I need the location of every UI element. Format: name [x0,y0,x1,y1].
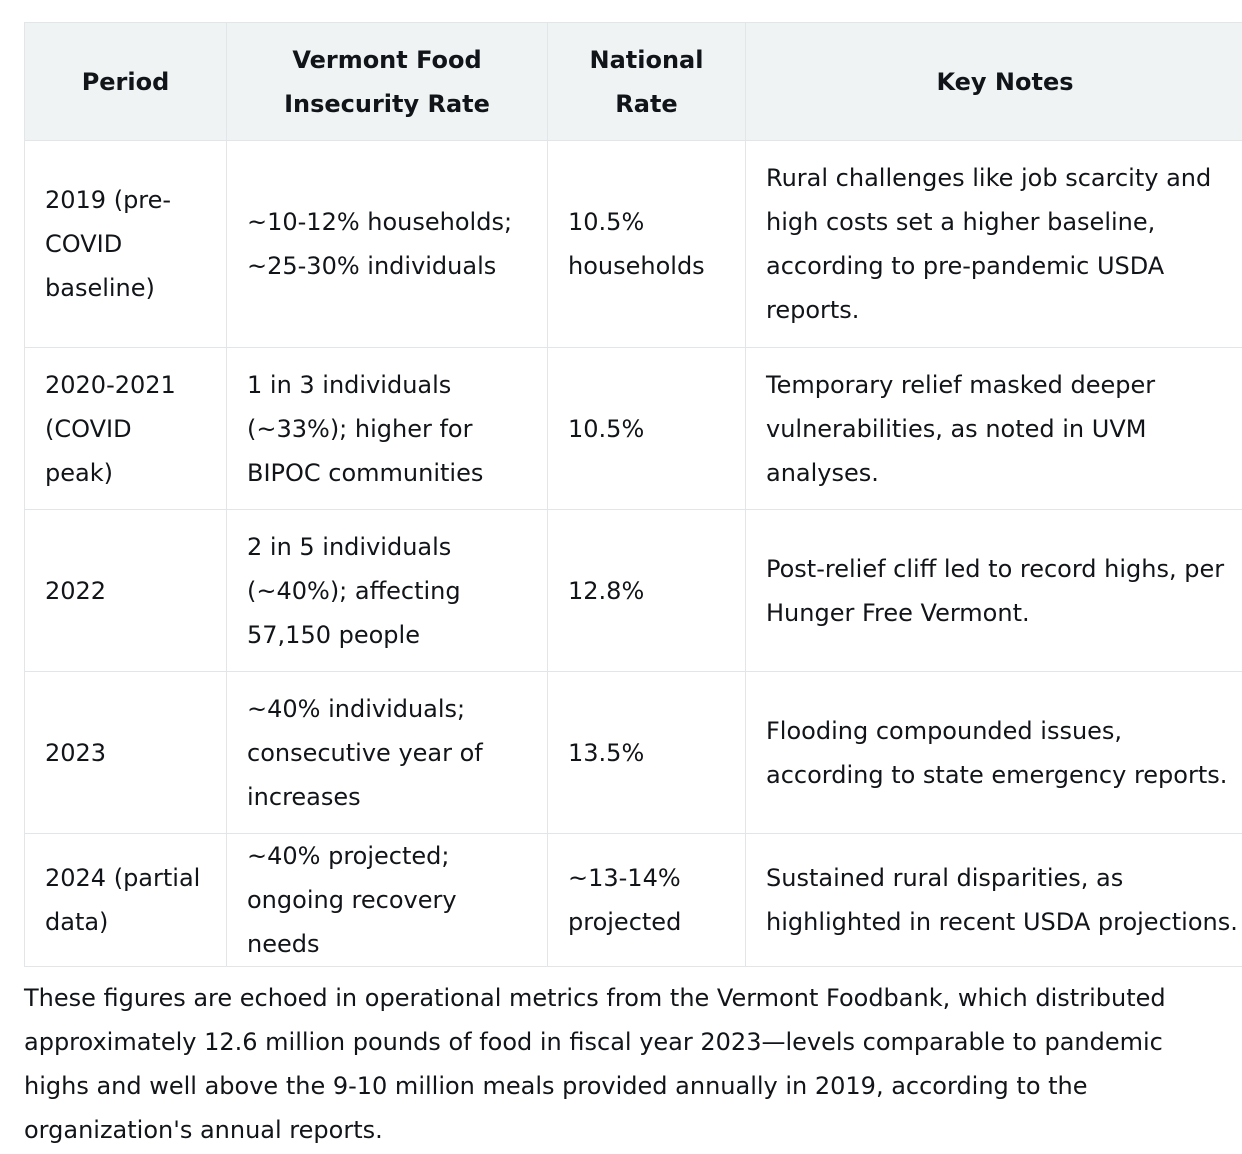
cell-vermont-rate: ~40% individuals; consecutive year of in… [226,671,548,834]
cell-key-notes: Temporary relief masked deeper vulnerabi… [745,347,1242,510]
food-insecurity-table: Period Vermont Food Insecurity Rate Nati… [24,22,1242,967]
cell-period: 2022 [24,509,227,672]
cell-key-notes: Flooding compounded issues, according to… [745,671,1242,834]
header-period: Period [24,22,227,141]
summary-paragraph: These figures are echoed in operational … [24,984,1166,1144]
header-national-rate: National Rate [547,22,746,141]
cell-key-notes: Rural challenges like job scarcity and h… [745,140,1242,348]
table-row: 2022 2 in 5 individuals (~40%); affectin… [24,509,1242,672]
cell-period: 2023 [24,671,227,834]
cell-vermont-rate: 2 in 5 individuals (~40%); affecting 57,… [226,509,548,672]
table-header-row: Period Vermont Food Insecurity Rate Nati… [24,22,1242,141]
cell-vermont-rate: 1 in 3 individuals (~33%); higher for BI… [226,347,548,510]
cell-national-rate: 10.5% households [547,140,746,348]
table-row: 2020-2021 (COVID peak) 1 in 3 individual… [24,347,1242,510]
header-vermont-rate: Vermont Food Insecurity Rate [226,22,548,141]
cell-period: 2020-2021 (COVID peak) [24,347,227,510]
cell-period: 2024 (partial data) [24,833,227,967]
cell-key-notes: Post-relief cliff led to record highs, p… [745,509,1242,672]
table-row: 2023 ~40% individuals; consecutive year … [24,671,1242,834]
cell-key-notes: Sustained rural disparities, as highligh… [745,833,1242,967]
header-key-notes: Key Notes [745,22,1242,141]
cell-national-rate: 12.8% [547,509,746,672]
cell-vermont-rate: ~10-12% households; ~25-30% individuals [226,140,548,348]
cell-period: 2019 (pre-COVID baseline) [24,140,227,348]
cell-national-rate: 10.5% [547,347,746,510]
cell-national-rate: ~13-14% projected [547,833,746,967]
cell-vermont-rate: ~40% projected; ongoing recovery needs [226,833,548,967]
table-row: 2019 (pre-COVID baseline) ~10-12% househ… [24,140,1242,348]
table-row: 2024 (partial data) ~40% projected; ongo… [24,833,1242,967]
cell-national-rate: 13.5% [547,671,746,834]
